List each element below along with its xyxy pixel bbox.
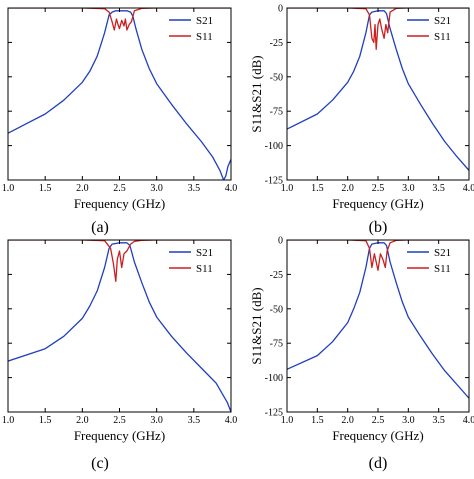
y-tick-label: -100 bbox=[265, 373, 283, 384]
x-tick-label: 3.5 bbox=[188, 183, 201, 194]
x-tick-label: 3.5 bbox=[432, 415, 445, 426]
series-line-s21 bbox=[287, 242, 469, 399]
x-tick-label: 3.5 bbox=[188, 415, 201, 426]
y-tick-label: -25 bbox=[270, 270, 283, 281]
y-tick-label: 0 bbox=[278, 236, 283, 247]
x-tick-label: 1.0 bbox=[281, 415, 294, 426]
y-axis-label: S11&S21 (dB) bbox=[249, 287, 264, 364]
x-tick-label: 1.0 bbox=[281, 183, 294, 194]
x-tick-label: 2.0 bbox=[341, 183, 354, 194]
series-line-s21 bbox=[8, 10, 231, 180]
x-tick-label: 2.0 bbox=[76, 183, 89, 194]
y-tick-label: -125 bbox=[265, 176, 283, 187]
series-line-s21 bbox=[8, 242, 231, 412]
panel-caption: (a) bbox=[91, 219, 109, 236]
panel-d: 1.0 1.5 2.0 2.5 3.0 3.5 4.0 0 -25 -50 -75 -100 -125 F… bbox=[249, 236, 474, 473]
legend-label-s11: S11 bbox=[196, 263, 213, 275]
x-tick-label: 3.0 bbox=[150, 183, 163, 194]
x-tick-label: 4.0 bbox=[463, 415, 474, 426]
y-tick-label: 0 bbox=[278, 4, 283, 15]
x-tick-label: 4.0 bbox=[225, 183, 238, 194]
x-axis-label: Frequency (GHz) bbox=[74, 428, 165, 443]
y-tick-label: -75 bbox=[270, 107, 283, 118]
x-tick-label: 3.0 bbox=[402, 183, 415, 194]
y-tick-label: -75 bbox=[270, 339, 283, 350]
x-tick-label: 4.0 bbox=[225, 415, 238, 426]
panel-caption: (d) bbox=[369, 455, 388, 472]
x-tick-label: 2.0 bbox=[76, 415, 89, 426]
x-tick-label: 1.5 bbox=[39, 183, 52, 194]
series-line-s11 bbox=[8, 240, 231, 282]
x-tick-label: 4.0 bbox=[463, 183, 474, 194]
series-line-s11 bbox=[8, 8, 231, 31]
y-tick-label: -50 bbox=[270, 72, 283, 83]
x-tick-label: 1.0 bbox=[2, 183, 15, 194]
panel-caption: (b) bbox=[369, 219, 388, 236]
x-tick-label: 3.0 bbox=[150, 415, 163, 426]
x-tick-label: 2.5 bbox=[372, 415, 385, 426]
series-group bbox=[287, 8, 469, 171]
legend-label-s21: S21 bbox=[434, 15, 451, 27]
x-tick-label: 1.5 bbox=[311, 415, 324, 426]
series-line-s11 bbox=[287, 8, 469, 50]
y-tick-label: -50 bbox=[270, 304, 283, 315]
x-tick-label: 2.5 bbox=[372, 183, 385, 194]
legend-label-s11: S11 bbox=[434, 263, 451, 275]
x-tick-label: 3.5 bbox=[432, 183, 445, 194]
legend-label-s11: S11 bbox=[434, 31, 451, 43]
series-group bbox=[8, 8, 231, 180]
series-line-s21 bbox=[287, 10, 469, 171]
panel-caption: (c) bbox=[91, 455, 109, 472]
x-axis-label: Frequency (GHz) bbox=[332, 196, 423, 211]
panel-b: 1.0 1.5 2.0 2.5 3.0 3.5 4.0 0 -25 -50 -75 -100 -125 F… bbox=[249, 4, 474, 237]
x-axis-label: Frequency (GHz) bbox=[74, 196, 165, 211]
legend-label-s21: S21 bbox=[434, 247, 451, 259]
x-tick-label: 1.0 bbox=[2, 415, 15, 426]
x-tick-label: 2.5 bbox=[113, 183, 126, 194]
x-axis-label: Frequency (GHz) bbox=[332, 428, 423, 443]
series-group bbox=[8, 240, 231, 412]
x-tick-label: 1.5 bbox=[311, 183, 324, 194]
legend-label-s21: S21 bbox=[196, 15, 213, 27]
y-axis-label: S11&S21 (dB) bbox=[249, 55, 264, 132]
x-tick-label: 2.5 bbox=[113, 415, 126, 426]
y-tick-label: -125 bbox=[265, 408, 283, 419]
x-tick-label: 1.5 bbox=[39, 415, 52, 426]
series-line-s11 bbox=[287, 240, 469, 271]
x-tick-label: 2.0 bbox=[341, 415, 354, 426]
series-group bbox=[287, 240, 469, 399]
x-tick-label: 3.0 bbox=[402, 415, 415, 426]
legend-label-s11: S11 bbox=[196, 31, 213, 43]
y-tick-label: -25 bbox=[270, 38, 283, 49]
legend-label-s21: S21 bbox=[196, 247, 213, 259]
y-tick-label: -100 bbox=[265, 141, 283, 152]
